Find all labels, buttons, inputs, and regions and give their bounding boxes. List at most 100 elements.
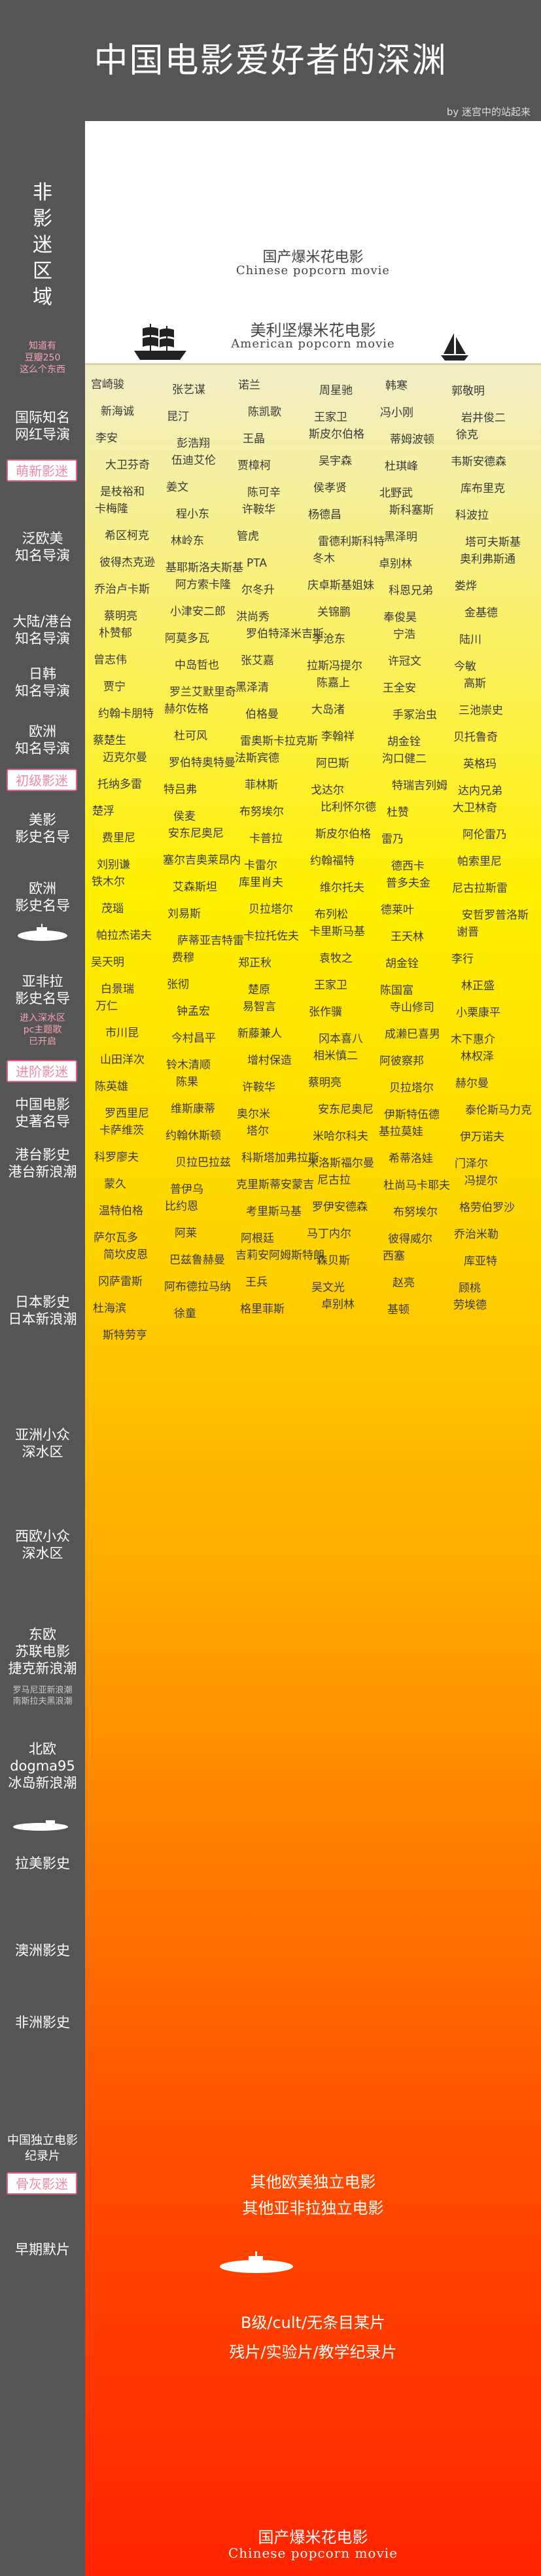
section-line: 欧洲	[29, 881, 56, 896]
director-name: 安东尼奥尼	[318, 1103, 374, 1116]
director-name: 法斯宾德	[235, 752, 279, 765]
director-name: 冈萨雷斯	[98, 1275, 143, 1288]
director-name: 今村昌平	[171, 1032, 216, 1045]
director-name: 库布里克	[461, 482, 505, 495]
note-line: 豆瓣250	[24, 353, 61, 363]
director-name: 罗兰艾默里奇	[169, 686, 236, 699]
director-name: 米洛斯福尔曼	[307, 1157, 374, 1170]
director-name: 陈嘉上	[317, 677, 350, 690]
director-name: 艾森斯坦	[173, 881, 217, 894]
section-line: 日本新浪潮	[8, 1311, 77, 1327]
director-name: 希蒂洛娃	[389, 1152, 433, 1165]
director-name: 李翰祥	[321, 730, 355, 743]
director-name: 格劳伯罗沙	[459, 1201, 515, 1214]
sidebar-section: 北欧 dogma95 冰岛新浪潮	[0, 1740, 85, 1791]
director-name: 陈果	[176, 1076, 198, 1089]
note-line: 南斯拉夫黑浪潮	[12, 1697, 73, 1706]
director-name: 金基德	[464, 607, 498, 620]
director-name: 杨德昌	[308, 508, 341, 521]
director-name: 王兵	[245, 1276, 268, 1289]
director-name: 雷德利斯科特	[318, 535, 385, 548]
sidebar-section: 澳洲影史	[0, 1942, 85, 1959]
director-name: 林权泽	[461, 1050, 494, 1063]
director-name: 郭敬明	[451, 385, 485, 398]
section-line: 冰岛新浪潮	[8, 1775, 77, 1791]
director-name: 洪尚秀	[236, 610, 270, 624]
director-name: 贝拉塔尔	[389, 1082, 434, 1095]
director-name: 昆汀	[167, 410, 189, 423]
director-name: 寺山修司	[390, 1001, 434, 1014]
director-name: 小栗康平	[456, 1006, 500, 1019]
director-name: 陈国富	[380, 984, 413, 997]
section-line: 影史名导	[15, 898, 70, 913]
sailing-ship-icon	[134, 324, 186, 360]
director-name: 张彻	[167, 978, 189, 991]
director-name: 冈本喜八	[319, 1032, 363, 1046]
director-name: 卡拉托佐夫	[243, 930, 299, 943]
director-name: 冯小刚	[380, 406, 413, 419]
director-name: 张艾嘉	[241, 654, 274, 667]
director-name: 雷奥斯卡拉克斯	[240, 735, 318, 748]
sidebar-note-eastern: 罗马尼亚新浪潮 南斯拉夫黑浪潮	[0, 1685, 85, 1707]
sky-area: 国产爆米花电影 Chinese popcorn movie 美利坚爆米花电影 A…	[85, 121, 541, 363]
section-line: 拉美影史	[15, 1856, 70, 1871]
director-name: 是枝裕和	[100, 485, 145, 499]
director-name: 李沧东	[312, 633, 345, 646]
top-label-cn: 国产爆米花电影	[262, 249, 364, 266]
director-name: 特瑞吉列姆	[392, 779, 447, 792]
director-name: 曾志伟	[94, 654, 127, 667]
director-name: 罗伯特泽米吉斯	[246, 627, 324, 641]
director-name: 王家卫	[314, 979, 347, 992]
director-name: 高斯	[464, 677, 486, 690]
sailboat-icon	[441, 333, 468, 361]
us-label-en: American popcorn movie	[231, 337, 395, 351]
director-name: 杜赞	[387, 806, 409, 819]
director-name: 普多夫金	[386, 877, 430, 890]
section-line: 网红导演	[15, 427, 70, 442]
director-name: 徐克	[456, 429, 478, 442]
badge-elementary: 初级影迷	[7, 769, 77, 791]
director-name: 约翰福特	[310, 855, 355, 868]
director-name: 蒂姆波顿	[390, 433, 434, 446]
section-line: 东欧	[29, 1627, 56, 1642]
director-name: 约翰休斯顿	[166, 1129, 221, 1142]
director-name: 中岛哲也	[175, 659, 219, 672]
note-line: 罗马尼亚新浪潮	[12, 1685, 73, 1695]
director-name: 西塞	[383, 1250, 405, 1263]
director-name: 大卫林奇	[453, 802, 497, 815]
director-name: 维斯康蒂	[171, 1103, 215, 1116]
director-name: 基耶斯洛夫斯基	[166, 561, 243, 574]
submarine-icon	[18, 924, 67, 941]
director-name: 楚原	[248, 983, 270, 997]
director-name: 阿莫多瓦	[165, 632, 209, 645]
sidebar-section: 东欧 苏联电影 捷克新浪潮	[0, 1626, 85, 1677]
director-name: 侯麦	[173, 810, 196, 823]
director-name: 拉斯冯提尔	[307, 660, 362, 673]
director-name: 阿巴斯	[316, 757, 349, 770]
director-name: 菲林斯	[245, 779, 278, 792]
director-name: 彼得威尔	[388, 1233, 432, 1246]
note-line: 已开启	[29, 1036, 56, 1047]
section-line: 深水区	[22, 1444, 63, 1460]
director-name: 罗西里尼	[105, 1107, 149, 1120]
director-name: 格里菲斯	[240, 1303, 285, 1316]
director-name: 巴兹鲁赫曼	[169, 1254, 225, 1267]
director-name: 阿伦雷乃	[462, 828, 507, 841]
director-name: 赵亮	[393, 1277, 415, 1290]
sidebar-section: 国际知名 网红导演	[0, 409, 85, 443]
director-names: 宫崎骏 张艺谋 诺兰 周星驰 韩寒 郭敬明 新海诚 昆汀 陈凯歌 王家卫 冯小刚 岩井俊二 李安 彭浩翔王…	[85, 366, 541, 2159]
director-name: 温特伯格	[99, 1205, 143, 1218]
section-line: 捷克新浪潮	[8, 1661, 77, 1676]
director-name: 伊万诺夫	[460, 1131, 504, 1144]
director-name: 赫尔佐格	[164, 703, 209, 716]
director-name: 岩井俊二	[461, 412, 506, 425]
director-name: 谢晋	[457, 926, 479, 939]
deep-label-2: 其他亚非拉独立电影	[242, 2199, 384, 2217]
director-name: 帕拉杰诺夫	[96, 929, 152, 942]
director-name: 奥尔米	[237, 1108, 270, 1121]
director-name: 阿布德拉马纳	[164, 1280, 231, 1294]
director-name: 吴宇森	[319, 455, 352, 468]
sidebar-section: 中国电影 史著名导	[0, 1096, 85, 1130]
director-name: 赫尔曼	[455, 1077, 489, 1090]
director-name: 安哲罗普洛斯	[462, 909, 529, 922]
